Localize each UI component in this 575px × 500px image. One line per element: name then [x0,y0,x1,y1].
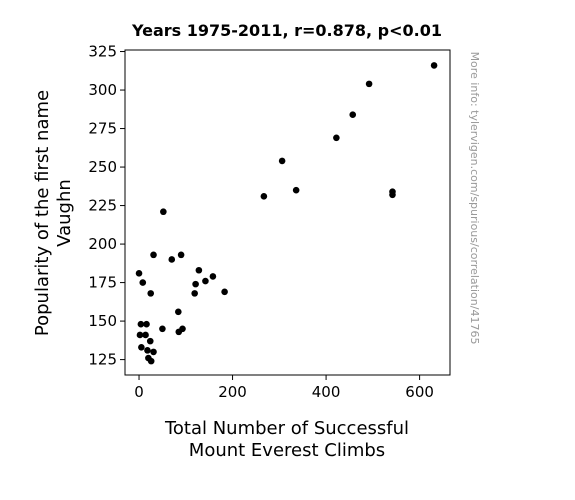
y-tick-label: 150 [88,312,117,330]
data-point [150,348,157,356]
data-point [142,331,149,339]
plot-area: 0 200 400 600 125 150 175 200 225 250 275 300 325 [88,43,451,401]
y-tick-label: 250 [88,158,117,176]
data-point [160,208,167,216]
data-point [349,111,357,118]
data-point [144,347,151,354]
data-point [135,270,143,277]
data-point [195,266,203,274]
y-tick-label: 200 [88,235,117,253]
data-point [159,325,166,333]
data-point [209,273,217,280]
y-tick-label: 275 [88,120,117,138]
x-tick-label: 600 [405,383,434,401]
x-tick-label: 200 [218,383,247,401]
data-point [136,331,144,339]
data-point [150,251,157,259]
data-point [168,256,176,263]
data-point [177,251,185,259]
data-point [191,290,198,297]
y-tick-label: 325 [88,43,117,61]
y-tick-label: 175 [88,274,117,292]
data-point [260,193,268,200]
data-point [175,308,182,316]
data-point [137,320,145,328]
data-point [147,290,155,297]
y-axis-label-line-1: Popularity of the first name [32,90,53,336]
data-point [143,320,150,328]
x-axis-label-line-1: Total Number of Successful [164,418,409,439]
data-point [365,80,373,88]
data-point [278,157,286,165]
y-axis-label-line-2: Vaughn [54,179,75,247]
x-axis-label-line-2: Mount Everest Climbs [189,440,385,461]
data-point [430,62,438,69]
data-point [221,288,228,296]
data-point [389,188,396,196]
chart-title: Years 1975-2011, r=0.878, p<0.01 [131,21,442,40]
x-tick-label: 0 [134,383,144,401]
data-point [139,279,147,286]
y-tick-label: 225 [88,197,117,215]
watermark-text: More info: tylervigen.com/spurious/corre… [468,52,481,345]
data-point [179,325,186,333]
x-tick-label: 400 [312,383,341,401]
data-point [202,277,209,285]
data-point [292,186,300,194]
data-point [147,357,155,365]
data-point [333,134,340,142]
data-point [146,337,154,345]
data-point [138,343,145,351]
y-tick-label: 125 [88,351,117,369]
data-point [192,280,199,288]
plot-frame [124,49,451,376]
y-tick-label: 300 [88,81,117,99]
